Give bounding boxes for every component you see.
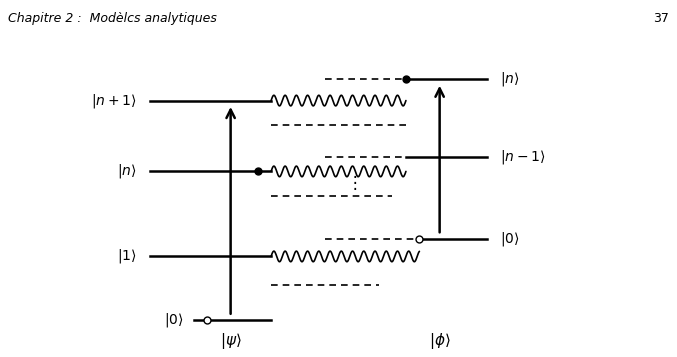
Text: $|n\rangle$: $|n\rangle$ — [116, 162, 136, 180]
Text: $|0\rangle$: $|0\rangle$ — [500, 230, 520, 248]
Text: $|n\rangle$: $|n\rangle$ — [500, 70, 520, 88]
Text: 37: 37 — [653, 12, 669, 25]
Text: $|n-1\rangle$: $|n-1\rangle$ — [500, 148, 546, 166]
Text: $|0\rangle$: $|0\rangle$ — [164, 311, 183, 329]
Text: $|\psi\rangle$: $|\psi\rangle$ — [220, 331, 242, 351]
Text: $\vdots$: $\vdots$ — [347, 172, 357, 192]
Text: $|\phi\rangle$: $|\phi\rangle$ — [429, 331, 450, 351]
Text: Chapitre 2 :  Modèlcs analytiques: Chapitre 2 : Modèlcs analytiques — [8, 12, 217, 25]
Text: $|n+1\rangle$: $|n+1\rangle$ — [91, 92, 136, 110]
Text: $|1\rangle$: $|1\rangle$ — [116, 247, 136, 265]
